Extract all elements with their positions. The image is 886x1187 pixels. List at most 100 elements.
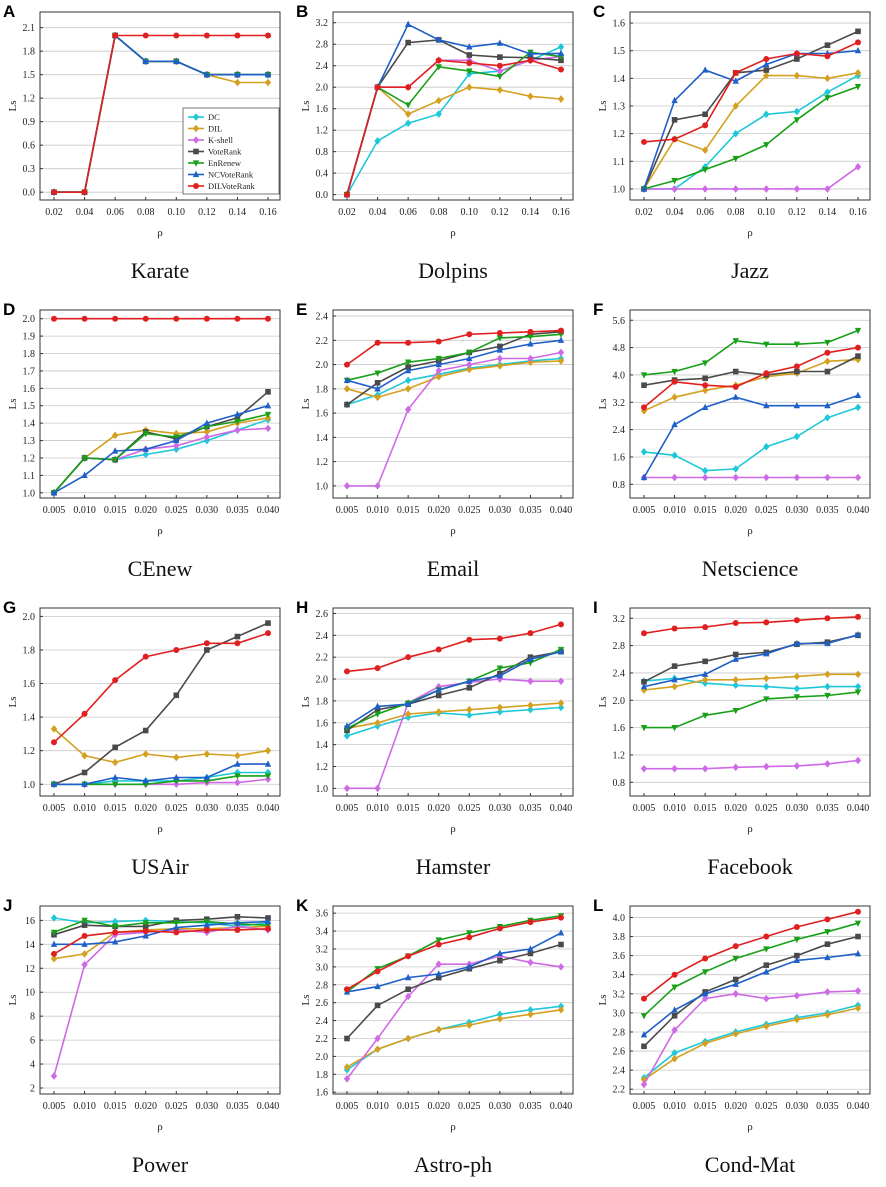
data-point	[264, 917, 272, 925]
data-point	[466, 68, 473, 75]
x-tick-label: 0.005	[43, 1101, 66, 1112]
data-point	[496, 635, 503, 642]
x-tick-label: 0.005	[43, 505, 66, 516]
network-title: Dolpins	[418, 258, 488, 283]
data-point	[824, 88, 831, 96]
x-axis-label: ρ	[747, 227, 753, 239]
data-point	[701, 675, 709, 684]
y-tick-label: 3.2	[613, 989, 626, 1000]
series-line	[346, 916, 562, 990]
data-point	[824, 349, 831, 356]
y-tick-label: 1.1	[613, 157, 626, 168]
data-point	[374, 665, 381, 672]
data-point	[702, 375, 708, 382]
data-point	[496, 708, 504, 716]
y-tick-label: 1.2	[23, 453, 36, 464]
series-ncvoterank	[640, 630, 862, 690]
data-point	[264, 402, 272, 409]
data-point	[405, 986, 411, 993]
data-point	[344, 191, 350, 198]
chart-panel-b: B 0.0 0.4 0.8 1.2 1.6 2.0 2.4 2.8 3.2 0.02 0.04 0.06…	[296, 2, 574, 283]
x-tick-label: 0.020	[134, 1101, 157, 1112]
series-enrenew	[640, 689, 862, 732]
data-point	[701, 1039, 709, 1048]
series-dilvoterank	[344, 621, 564, 675]
data-point	[671, 185, 678, 193]
data-point	[435, 96, 442, 105]
data-point	[763, 674, 770, 683]
series-line	[346, 85, 562, 195]
data-point	[234, 633, 241, 640]
series-ncvoterank	[50, 760, 272, 787]
data-point	[732, 1030, 739, 1038]
series-dil	[343, 699, 565, 733]
y-tick-label: 2.6	[316, 609, 329, 620]
y-tick-label: 1.2	[316, 126, 329, 137]
plot-frame	[39, 309, 281, 499]
series-ncvoterank	[343, 929, 565, 995]
data-point	[496, 1010, 504, 1019]
panel-letter: J	[3, 896, 12, 915]
data-point	[496, 62, 503, 69]
data-point	[824, 916, 831, 923]
series-k-shell	[343, 675, 565, 793]
y-tick-label: 16	[25, 916, 35, 927]
x-tick-label: 0.015	[694, 803, 717, 814]
legend-label: EnRenew	[208, 158, 242, 168]
y-tick-label: 1.6	[316, 409, 329, 420]
data-point	[344, 668, 350, 675]
data-point	[173, 436, 180, 444]
x-tick-label: 0.005	[633, 505, 656, 516]
x-tick-label: 0.14	[819, 207, 837, 218]
data-point	[671, 1012, 678, 1019]
x-tick-label: 0.030	[489, 803, 512, 814]
data-point	[557, 929, 565, 936]
y-tick-label: 1.2	[613, 129, 626, 140]
series-line	[53, 925, 269, 1077]
series-ncvoterank	[640, 950, 862, 1038]
y-tick-label: 2.8	[613, 641, 626, 652]
data-point	[763, 60, 770, 68]
y-tick-label: 2.2	[316, 1034, 329, 1045]
series-line	[643, 30, 859, 190]
data-point	[405, 84, 412, 91]
data-point	[824, 1010, 831, 1019]
y-tick-label: 3.6	[316, 909, 329, 920]
x-tick-label: 0.12	[491, 207, 509, 218]
data-point	[854, 950, 862, 957]
x-tick-label: 0.030	[196, 803, 219, 814]
data-point	[374, 718, 381, 727]
data-point	[854, 670, 862, 679]
y-tick-label: 2.8	[316, 40, 329, 51]
data-point	[234, 426, 241, 434]
data-point	[763, 650, 770, 657]
x-tick-label: 0.010	[663, 803, 686, 814]
x-tick-label: 0.030	[786, 1101, 809, 1112]
series-line	[346, 23, 562, 195]
legend-marker	[192, 160, 200, 167]
data-point	[701, 185, 709, 193]
y-tick-label: 1.7	[23, 366, 36, 377]
data-point	[671, 1026, 678, 1034]
data-point	[111, 758, 119, 767]
data-point	[557, 331, 565, 338]
data-point	[203, 773, 211, 781]
x-tick-label: 0.005	[633, 803, 656, 814]
series-dil	[343, 1006, 565, 1071]
y-tick-label: 1.8	[23, 47, 36, 58]
plot-frame	[39, 11, 281, 201]
data-point	[435, 937, 442, 944]
data-point	[763, 619, 770, 626]
data-point	[763, 473, 770, 482]
series-line	[346, 943, 562, 1040]
data-point	[527, 919, 534, 926]
data-point	[763, 968, 770, 975]
series-line	[346, 650, 562, 727]
data-point	[496, 665, 504, 672]
data-point	[374, 393, 381, 402]
data-point	[497, 54, 503, 60]
data-point	[732, 129, 739, 138]
data-point	[732, 763, 739, 772]
data-point	[640, 473, 648, 481]
data-point	[203, 433, 211, 441]
